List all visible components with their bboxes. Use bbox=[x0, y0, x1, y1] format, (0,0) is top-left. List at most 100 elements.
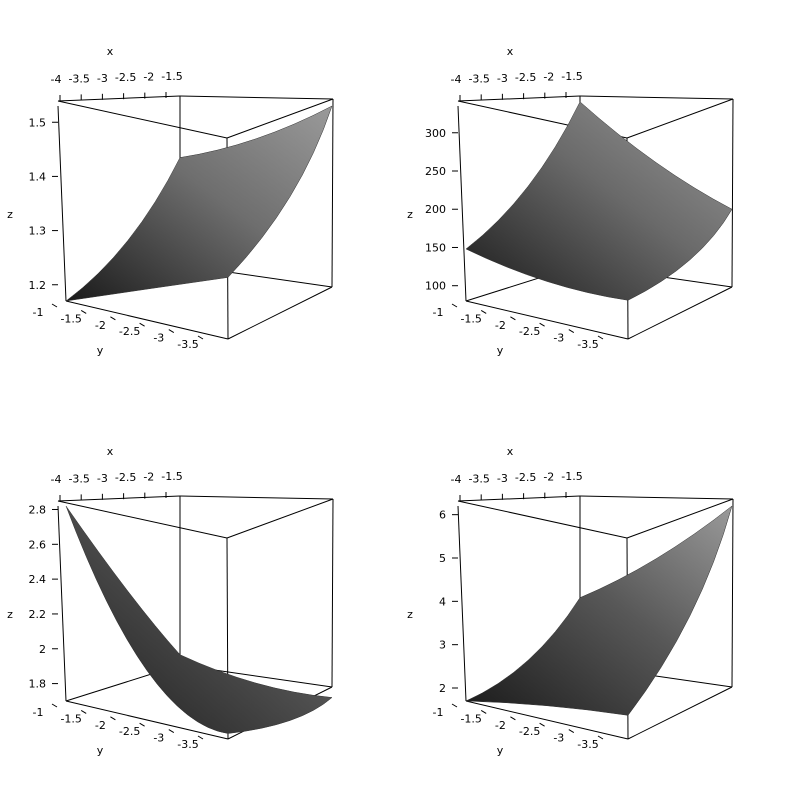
y-tick bbox=[51, 303, 58, 308]
z-tick-label: 300 bbox=[425, 127, 446, 140]
y-tick bbox=[197, 335, 204, 340]
z-tick-label: 2.4 bbox=[29, 573, 47, 586]
box-edge bbox=[65, 700, 229, 740]
box-edge bbox=[579, 95, 734, 100]
z-axis-label: z bbox=[7, 208, 13, 221]
chart-panel-4: -4 -3.5 -3 -2.5 -2 -1.5 x -1 -1.5 -2 -2.5 -3 -3.5 y 2 3… bbox=[407, 445, 734, 757]
y-tick bbox=[51, 703, 58, 708]
y-tick-label: -3.5 bbox=[577, 738, 598, 751]
y-axis-label: y bbox=[497, 744, 504, 757]
surface bbox=[65, 105, 333, 302]
x-tick-label: -1.5 bbox=[561, 70, 582, 83]
x-tick-label: -2.5 bbox=[115, 71, 136, 84]
box-edge bbox=[57, 505, 67, 702]
y-tick-label: -1 bbox=[433, 706, 444, 719]
chart-panel-1: -4 -3.5 -3 -2.5 -2 -1.5 x -1 -1.5 -2 -2.5 -3 -3.5 y 1.… bbox=[7, 45, 334, 357]
x-tick-label: -4 bbox=[451, 473, 462, 486]
box-edge bbox=[457, 95, 581, 102]
x-tick-label: -2 bbox=[543, 71, 554, 84]
y-tick bbox=[80, 709, 87, 714]
y-tick bbox=[80, 309, 87, 314]
z-tick-label: 2 bbox=[39, 643, 46, 656]
surface bbox=[465, 505, 733, 716]
y-tick bbox=[480, 709, 487, 714]
x-axis-label: x bbox=[507, 45, 514, 58]
y-tick bbox=[480, 309, 487, 314]
z-tick-label: 2.2 bbox=[29, 608, 47, 621]
box-edge bbox=[626, 98, 734, 139]
box-edge bbox=[457, 105, 467, 302]
chart-panel-3: -4 -3.5 -3 -2.5 -2 -1.5 x -1 -1.5 -2 -2.5 -3 -3.5 y 1.… bbox=[7, 445, 334, 757]
y-tick-label: -2 bbox=[95, 719, 106, 732]
z-tick-label: 1.5 bbox=[29, 116, 47, 129]
z-tick-label: 1.4 bbox=[29, 170, 47, 183]
z-tick-label: 2 bbox=[439, 682, 446, 695]
box-edge bbox=[457, 505, 467, 702]
y-tick bbox=[568, 729, 575, 734]
y-tick-label: -2 bbox=[95, 319, 106, 332]
x-axis-label: x bbox=[507, 445, 514, 458]
x-tick-label: -2 bbox=[143, 71, 154, 84]
box-edge bbox=[626, 498, 734, 539]
z-tick-label: 4 bbox=[439, 595, 446, 608]
y-tick-label: -2.5 bbox=[519, 325, 540, 338]
x-tick-label: -3.5 bbox=[68, 72, 89, 85]
x-axis-label: x bbox=[107, 45, 114, 58]
y-tick-label: -1 bbox=[433, 306, 444, 319]
y-tick bbox=[451, 703, 458, 708]
box-edge bbox=[331, 98, 334, 288]
y-tick-label: -1 bbox=[33, 306, 44, 319]
x-tick-label: -3.5 bbox=[468, 72, 489, 85]
x-tick-label: -3 bbox=[97, 472, 108, 485]
y-tick-label: -3.5 bbox=[577, 338, 598, 351]
surface bbox=[465, 101, 733, 301]
x-tick-label: -3 bbox=[497, 72, 508, 85]
x-tick-label: -1.5 bbox=[161, 470, 182, 483]
y-tick bbox=[139, 722, 145, 727]
x-tick-label: -2.5 bbox=[515, 471, 536, 484]
y-tick bbox=[568, 329, 575, 334]
y-tick bbox=[197, 735, 204, 740]
y-axis-label: y bbox=[497, 344, 504, 357]
box-edge bbox=[57, 105, 67, 302]
y-tick-label: -1 bbox=[33, 706, 44, 719]
y-tick-label: -2 bbox=[495, 719, 506, 732]
z-axis-label: z bbox=[7, 608, 13, 621]
box-edge bbox=[331, 498, 334, 688]
y-tick bbox=[539, 322, 545, 327]
box-edge bbox=[57, 500, 228, 539]
x-tick-label: -1.5 bbox=[161, 70, 182, 83]
y-tick-label: -2.5 bbox=[119, 325, 140, 338]
box-edge bbox=[465, 700, 629, 740]
box-edge bbox=[457, 500, 628, 539]
z-axis-label: z bbox=[407, 208, 413, 221]
z-tick-label: 1.2 bbox=[29, 279, 47, 292]
z-tick-label: 150 bbox=[425, 241, 446, 254]
box-edge bbox=[65, 300, 229, 340]
box-edge bbox=[57, 100, 228, 139]
y-tick-label: -3 bbox=[153, 332, 164, 345]
y-tick bbox=[451, 303, 458, 308]
z-tick-label: 2.6 bbox=[29, 538, 47, 551]
y-tick-label: -3.5 bbox=[177, 338, 198, 351]
x-tick-label: -2.5 bbox=[115, 471, 136, 484]
box-edge bbox=[57, 95, 181, 102]
y-tick bbox=[168, 729, 175, 734]
y-tick-label: -3.5 bbox=[177, 738, 198, 751]
z-tick-label: 200 bbox=[425, 203, 446, 216]
x-axis-label: x bbox=[107, 445, 114, 458]
box-edge bbox=[226, 498, 334, 539]
x-tick-label: -4 bbox=[51, 473, 62, 486]
y-tick-label: -3 bbox=[553, 732, 564, 745]
x-tick-label: -4 bbox=[51, 73, 62, 86]
box-edge bbox=[457, 495, 581, 502]
y-tick bbox=[168, 329, 175, 334]
chart-panel-2: -4 -3.5 -3 -2.5 -2 -1.5 x -1 -1.5 -2 -2.5 -3 -3.5 y 10… bbox=[407, 45, 734, 357]
y-tick bbox=[510, 316, 516, 321]
z-tick-label: 3 bbox=[439, 639, 446, 652]
z-tick-label: 250 bbox=[425, 165, 446, 178]
x-tick-label: -3 bbox=[97, 72, 108, 85]
y-tick bbox=[597, 735, 604, 740]
surface bbox=[65, 505, 333, 734]
box-edge bbox=[57, 495, 181, 502]
